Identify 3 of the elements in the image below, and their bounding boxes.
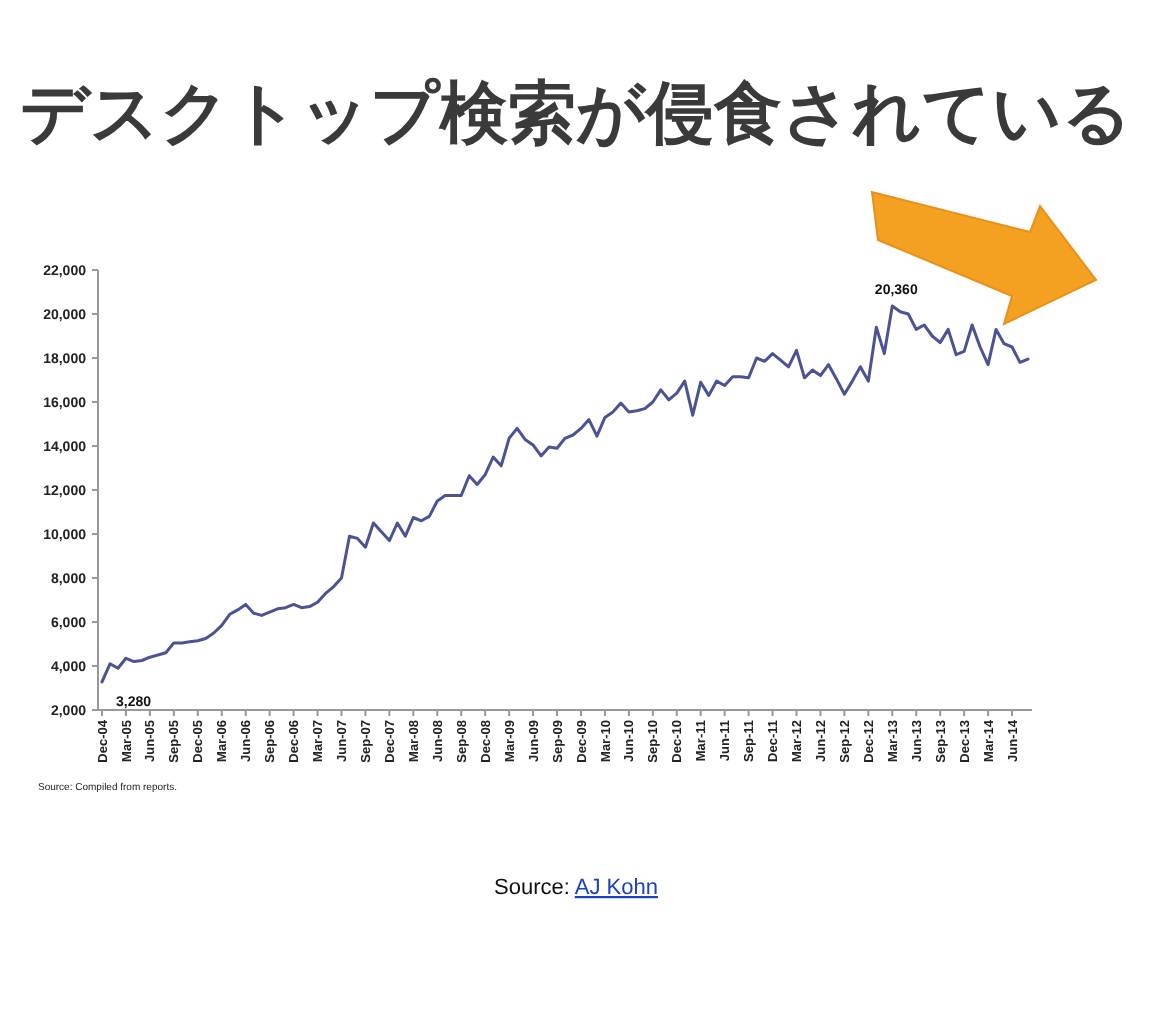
line-series xyxy=(100,304,1030,684)
source-note: Source: AJ Kohn xyxy=(494,876,658,900)
chart-title: デスクトップ検索が侵食されている xyxy=(20,76,1132,152)
